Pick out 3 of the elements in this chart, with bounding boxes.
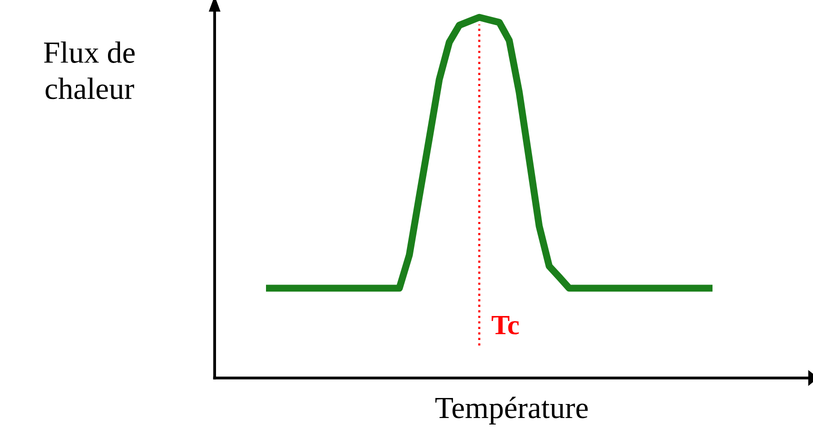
x-axis-title: Température: [435, 396, 588, 424]
y-axis-title: Flux de chaleur: [44, 41, 135, 100]
annotation: Tc: [492, 316, 519, 334]
